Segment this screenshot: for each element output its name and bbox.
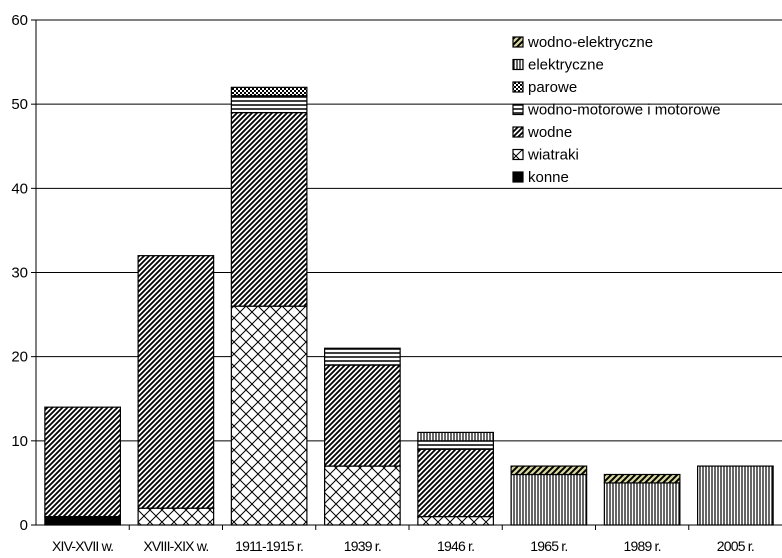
bar-segment-wiatraki [230,305,308,526]
y-tick-label: 20 [11,349,28,366]
bar-segment-wodno-motorowe-i-motorowe [230,95,308,114]
y-tick-label: 30 [11,265,28,282]
y-tick-label: 10 [11,433,28,450]
bar-segment-wodno-elektryczne [510,465,588,476]
bar-segment-wodno-elektryczne [603,473,681,484]
x-tick-label: 1989 r. [624,538,661,554]
bar-segment-wiatraki [137,507,215,526]
bar-segment-wodne [230,111,308,307]
legend-label-elektryczne: elektryczne [528,57,604,74]
y-tick-labels: 0 10 20 30 40 50 60 [11,12,28,534]
x-tick-label: 1946 r. [437,538,474,554]
legend-swatch-wiatraki [512,148,524,161]
legend-swatch-elektryczne [512,58,524,71]
bar-segment-parowe [230,86,308,97]
bar-segment-wodne [44,406,121,518]
y-tick-label: 50 [11,96,28,113]
x-tick-label: 1939 r. [344,538,381,554]
bar-segment-elektryczne [697,465,774,526]
x-tick-label: 1965 r. [530,538,567,554]
x-tick-label: 1911-1915 r. [235,538,303,554]
legend-label-wodno-motorowe-i-motorowe: wodno-motorowe i motorowe [527,102,721,119]
bar-segment-elektryczne [417,431,494,442]
y-tick-label: 40 [11,180,28,197]
y-tick-label: 0 [20,517,28,534]
bar-segment-konne [44,515,121,526]
bar-segment-wiatraki [324,465,401,526]
legend-label-wodno-elektryczne: wodno-elektryczne [527,34,653,51]
legend-label-wodne: wodne [527,124,572,141]
legend: wodno-elektryczne elektryczne parowe wodno-… [512,34,721,186]
x-tick-labels: XIV-XVII w. XVIII-XIX w. 1911-1915 r. 1939 … [52,538,755,554]
bar-segment-wiatraki [417,515,494,526]
axes [31,19,782,530]
legend-swatch-parowe [512,81,524,93]
bars [44,86,774,526]
legend-swatch-konne [512,171,524,183]
bar-segment-wodne [137,255,215,509]
bar-segment-wodno-motorowe-i-motorowe [324,347,401,366]
legend-label-wiatraki: wiatraki [527,147,579,164]
bar-segment-elektryczne [510,473,588,526]
bar-segment-wodne [417,448,494,518]
legend-label-parowe: parowe [528,79,577,96]
legend-swatch-wodno-motorowe-i-motorowe [512,103,524,116]
legend-swatch-wodno-elektryczne [512,36,524,48]
bar-segment-wodno-motorowe-i-motorowe [417,440,494,450]
legend-swatch-wodne [512,126,524,138]
x-tick-label: XVIII-XIX w. [143,538,208,554]
x-tick-label: XIV-XVII w. [52,538,113,554]
bar-segment-wodne [324,364,401,467]
y-tick-label: 60 [11,12,28,29]
x-tick-label: 2005 r. [717,538,754,554]
bar-segment-elektryczne [603,482,681,526]
legend-label-konne: konne [528,169,569,186]
